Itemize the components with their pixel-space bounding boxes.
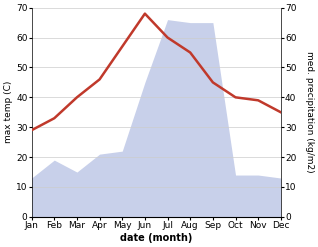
X-axis label: date (month): date (month) [120, 233, 192, 243]
Y-axis label: med. precipitation (kg/m2): med. precipitation (kg/m2) [305, 51, 314, 173]
Y-axis label: max temp (C): max temp (C) [4, 81, 13, 144]
